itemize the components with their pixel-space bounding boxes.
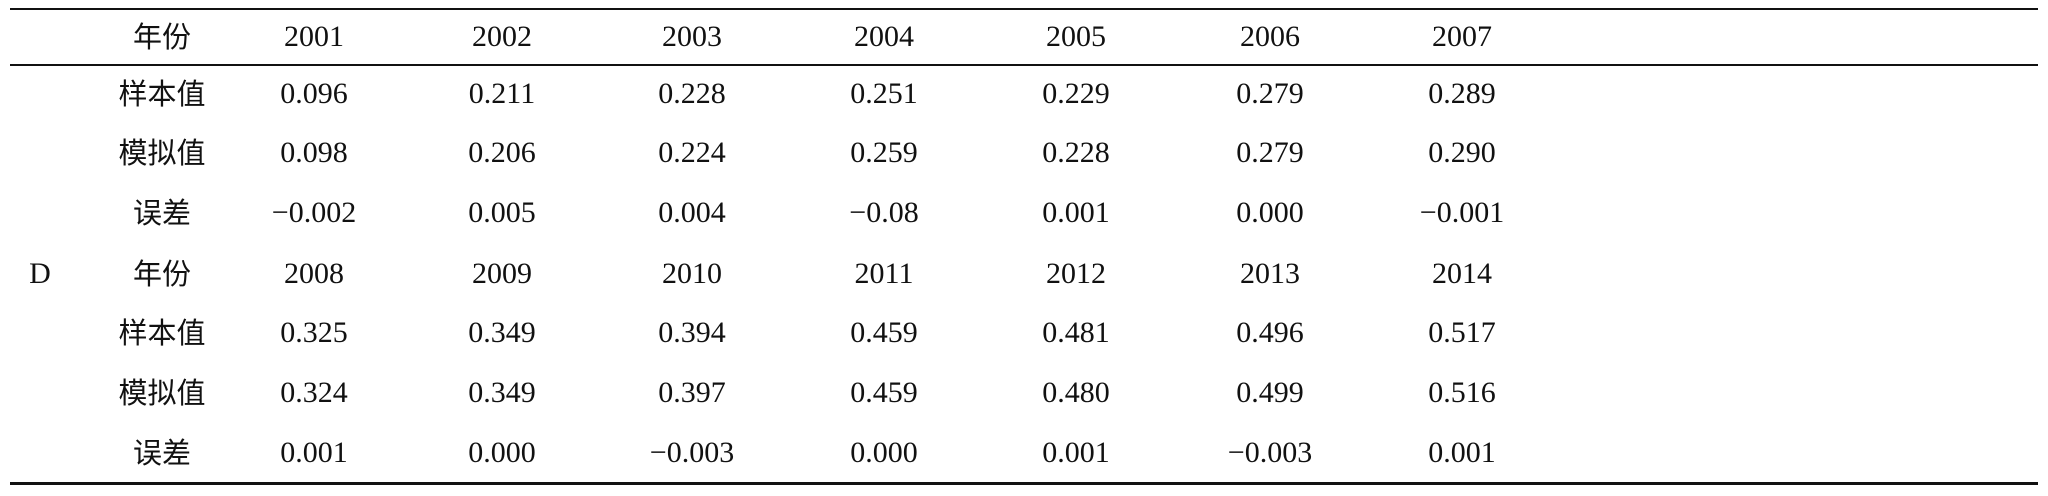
table-cell: 2004 bbox=[854, 20, 914, 53]
table-cell: 0.481 bbox=[1042, 316, 1110, 349]
table-cell: 0.480 bbox=[1042, 376, 1110, 409]
table-cell: 0.098 bbox=[280, 136, 348, 169]
row-label: 年份 bbox=[132, 257, 192, 291]
table-cell: 2003 bbox=[662, 20, 722, 53]
table-cell: 0.499 bbox=[1236, 376, 1304, 409]
table-cell: −0.001 bbox=[1419, 196, 1505, 229]
row-label: 误差 bbox=[132, 196, 192, 230]
header-rule bbox=[10, 64, 2038, 66]
table-cell: 0.005 bbox=[468, 196, 536, 229]
table-cell: 2001 bbox=[284, 20, 344, 53]
table-cell: 0.000 bbox=[1236, 196, 1304, 229]
table-cell: 0.516 bbox=[1428, 376, 1496, 409]
row-label: 样本值 bbox=[118, 77, 206, 111]
table-cell: 2005 bbox=[1046, 20, 1106, 53]
table-cell: −0.08 bbox=[849, 196, 919, 229]
table-cell: 0.001 bbox=[1042, 436, 1110, 469]
table-cell: 0.290 bbox=[1428, 136, 1496, 169]
table-cell: 0.224 bbox=[658, 136, 726, 169]
table-cell: 2002 bbox=[472, 20, 532, 53]
table-cell: 2014 bbox=[1432, 257, 1492, 290]
table-cell: 0.349 bbox=[468, 376, 536, 409]
table-cell: 0.001 bbox=[280, 436, 348, 469]
table-cell: 2008 bbox=[284, 257, 344, 290]
table-cell: 0.325 bbox=[280, 316, 348, 349]
table-cell: 0.496 bbox=[1236, 316, 1304, 349]
bottom-rule bbox=[10, 482, 2038, 485]
table-cell: 0.229 bbox=[1042, 77, 1110, 110]
table-cell: 2010 bbox=[662, 257, 722, 290]
table-cell: 0.324 bbox=[280, 376, 348, 409]
table-cell: 0.397 bbox=[658, 376, 726, 409]
table-cell: 0.001 bbox=[1042, 196, 1110, 229]
table-cell: −0.002 bbox=[271, 196, 357, 229]
table-cell: 0.001 bbox=[1428, 436, 1496, 469]
table-cell: 2011 bbox=[854, 257, 914, 290]
table-cell: 2007 bbox=[1432, 20, 1492, 53]
table-cell: 2006 bbox=[1240, 20, 1300, 53]
table-cell: 0.349 bbox=[468, 316, 536, 349]
table-cell: 0.228 bbox=[1042, 136, 1110, 169]
row-label: 误差 bbox=[132, 436, 192, 470]
table-cell: 0.259 bbox=[850, 136, 918, 169]
table-cell: 2012 bbox=[1046, 257, 1106, 290]
table-cell: 0.211 bbox=[468, 77, 536, 110]
table-cell: −0.003 bbox=[649, 436, 735, 469]
table-cell: 0.459 bbox=[850, 376, 918, 409]
table-cell: 0.000 bbox=[850, 436, 918, 469]
table-cell: 0.279 bbox=[1236, 136, 1304, 169]
top-rule bbox=[10, 8, 2038, 10]
table-cell: 0.000 bbox=[468, 436, 536, 469]
table-cell: 0.251 bbox=[850, 77, 918, 110]
table-cell: 2009 bbox=[472, 257, 532, 290]
table-cell: 0.394 bbox=[658, 316, 726, 349]
table-cell: 0.228 bbox=[658, 77, 726, 110]
row-label: 模拟值 bbox=[118, 136, 206, 170]
table-cell: −0.003 bbox=[1227, 436, 1313, 469]
row-label: 模拟值 bbox=[118, 376, 206, 410]
table-cell: 0.517 bbox=[1428, 316, 1496, 349]
table-cell: 0.206 bbox=[468, 136, 536, 169]
table-cell: 0.096 bbox=[280, 77, 348, 110]
row-label: 年份 bbox=[132, 20, 192, 54]
table-cell: 0.289 bbox=[1428, 77, 1496, 110]
group-label: D bbox=[29, 257, 51, 290]
table-cell: 0.459 bbox=[850, 316, 918, 349]
table-cell: 2013 bbox=[1240, 257, 1300, 290]
table-cell: 0.004 bbox=[658, 196, 726, 229]
table-cell: 0.279 bbox=[1236, 77, 1304, 110]
row-label: 样本值 bbox=[118, 316, 206, 350]
